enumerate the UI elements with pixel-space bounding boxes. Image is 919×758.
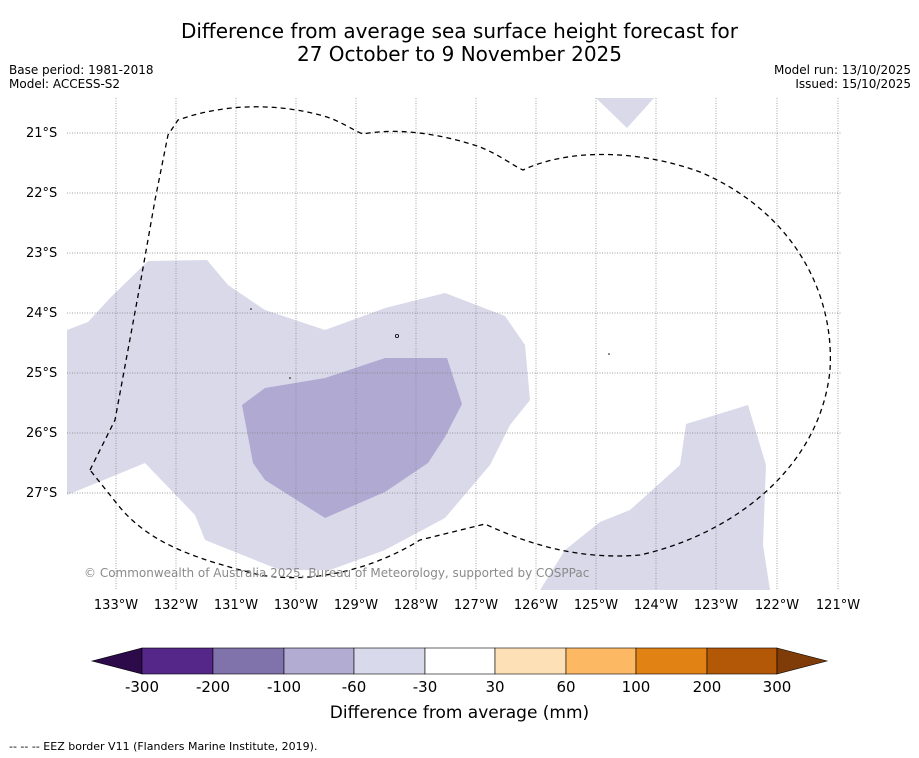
colorbar-over-arrow <box>776 647 829 675</box>
anomaly-fill <box>67 98 770 590</box>
colorbar-tick-label: -60 <box>341 678 367 696</box>
lon-label: 124°W <box>633 598 679 613</box>
issued-date: Issued: 15/10/2025 <box>795 77 911 91</box>
colorbar-tick-label: 30 <box>485 678 505 696</box>
lat-label: 23°S <box>26 246 58 261</box>
island-marker <box>608 353 610 355</box>
eez-border <box>89 106 832 579</box>
colorbar-tick-label: -300 <box>124 678 160 696</box>
colorbar-tick-label: 200 <box>692 678 722 696</box>
lon-label: 132°W <box>153 598 199 613</box>
colorbar-tick-label: 100 <box>621 678 651 696</box>
lon-label: 122°W <box>754 598 800 613</box>
eez-footer-note: -- -- -- EEZ border V11 (Flanders Marine… <box>9 740 318 753</box>
lat-label: 27°S <box>26 486 58 501</box>
colorbar-segment <box>141 647 214 675</box>
colorbar-tick-label: 60 <box>556 678 576 696</box>
lat-label: 25°S <box>26 366 58 381</box>
colorbar-tick-label: 300 <box>762 678 792 696</box>
colorbar-segment <box>494 647 567 675</box>
map-gridlines <box>67 98 842 590</box>
title-line-1: Difference from average sea surface heig… <box>180 19 739 43</box>
lon-label: 128°W <box>393 598 439 613</box>
lon-label: 133°W <box>93 598 139 613</box>
colorbar-tick-label: -100 <box>266 678 302 696</box>
lat-label: 24°S <box>26 306 58 321</box>
island-marker <box>394 333 399 338</box>
colorbar-tick-label: -200 <box>195 678 231 696</box>
colorbar-segment <box>635 647 708 675</box>
lon-label: 123°W <box>693 598 739 613</box>
anomaly-medium-core <box>242 358 462 518</box>
colorbar <box>90 647 829 675</box>
lon-label: 126°W <box>513 598 559 613</box>
model-run: Model run: 13/10/2025 <box>773 63 911 77</box>
lon-label: 125°W <box>573 598 619 613</box>
island-marker <box>289 377 291 379</box>
colorbar-segment <box>283 647 355 675</box>
model-name: Model: ACCESS-S2 <box>9 77 121 91</box>
colorbar-segment <box>565 647 637 675</box>
lon-label: 127°W <box>453 598 499 613</box>
lon-label: 121°W <box>815 598 861 613</box>
copyright-notice: © Commonwealth of Australia 2025, Bureau… <box>84 566 590 580</box>
anomaly-light-north <box>596 98 654 128</box>
meta-right: Model run: 13/10/2025 Issued: 15/10/2025 <box>774 63 911 91</box>
island-marker <box>250 308 252 310</box>
lat-label: 21°S <box>26 126 58 141</box>
colorbar-segment <box>212 647 285 675</box>
colorbar-segment <box>706 647 778 675</box>
title-line-2: 27 October to 9 November 2025 <box>296 42 623 66</box>
base-period: Base period: 1981-2018 <box>9 63 154 77</box>
lat-label: 22°S <box>26 186 58 201</box>
anomaly-light-southeast <box>540 405 770 590</box>
colorbar-segment <box>424 647 496 675</box>
lat-label: 26°S <box>26 426 58 441</box>
colorbar-segment <box>353 647 426 675</box>
meta-left: Base period: 1981-2018 Model: ACCESS-S2 <box>9 63 154 91</box>
map-canvas <box>67 98 842 590</box>
islands <box>250 308 610 379</box>
colorbar-tick-label: -30 <box>412 678 438 696</box>
lon-label: 131°W <box>213 598 259 613</box>
lon-label: 129°W <box>333 598 379 613</box>
lon-label: 130°W <box>273 598 319 613</box>
colorbar-under-arrow <box>90 647 143 675</box>
colorbar-title: Difference from average (mm) <box>329 703 590 723</box>
